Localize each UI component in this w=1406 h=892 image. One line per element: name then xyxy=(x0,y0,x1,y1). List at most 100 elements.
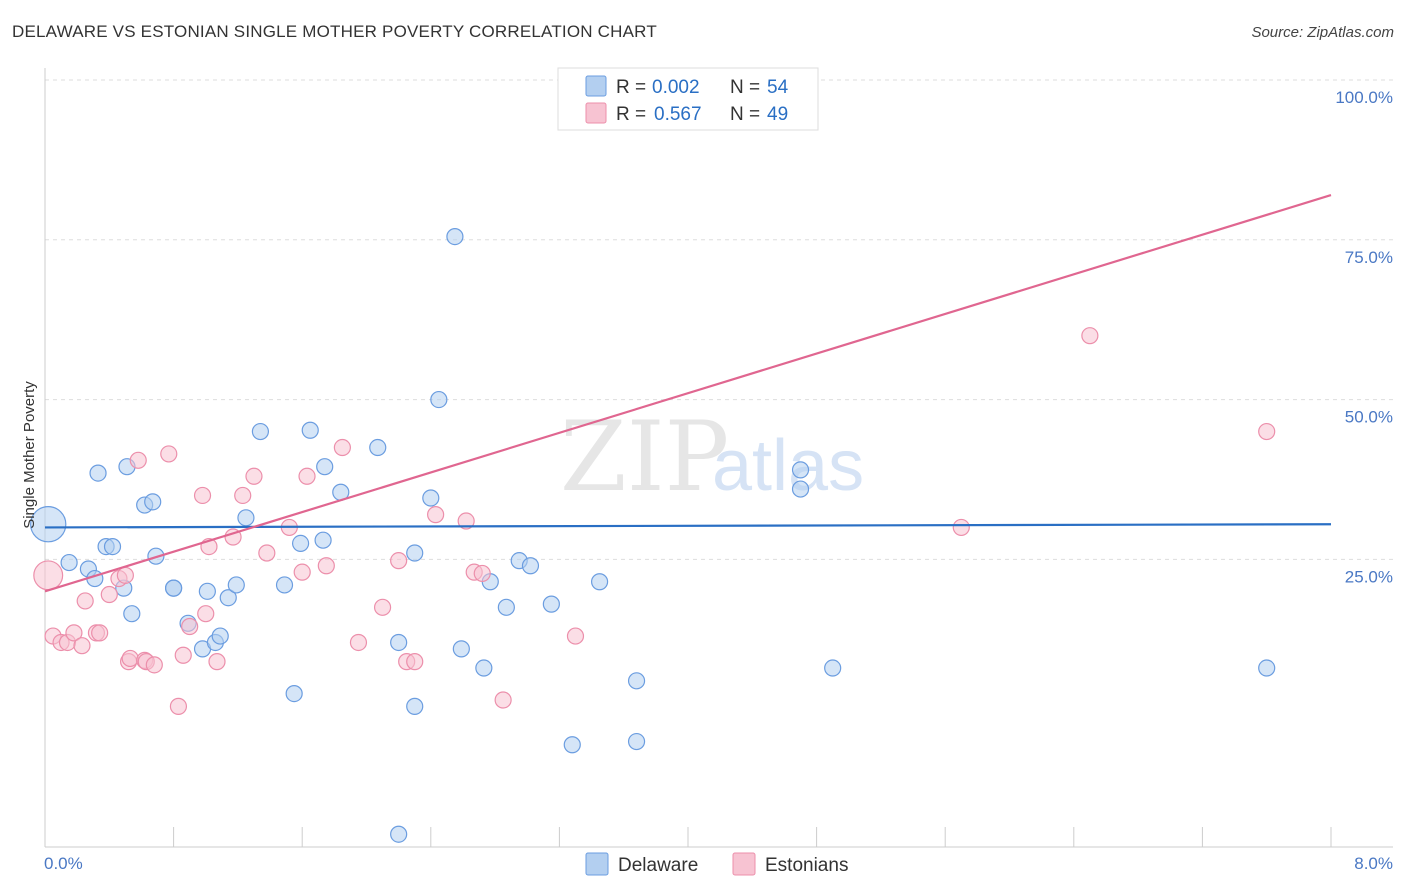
delaware-point-34 xyxy=(406,697,424,715)
delaware-point-19 xyxy=(211,627,229,645)
delaware-point-52 xyxy=(824,659,842,677)
delaware-point-27 xyxy=(301,421,319,439)
x-tick-labels: 0.0% 8.0% xyxy=(44,854,1393,873)
estonians-point-45 xyxy=(566,627,585,645)
chart-title: DELAWARE VS ESTONIAN SINGLE MOTHER POVER… xyxy=(12,22,657,41)
y-tick-label-75: 75.0% xyxy=(1345,248,1393,267)
delaware-point-25 xyxy=(285,684,303,703)
estonians-point-48 xyxy=(1258,422,1276,441)
y-tick-label-50: 50.0% xyxy=(1345,408,1393,427)
delaware-point-42 xyxy=(497,598,515,616)
delaware-point-23 xyxy=(251,422,270,441)
delaware-points xyxy=(30,227,1276,843)
estonians-point-9 xyxy=(100,585,118,604)
estonians-point-41 xyxy=(457,512,475,530)
estonians-point-43 xyxy=(473,564,491,583)
estonians-point-47 xyxy=(1081,327,1099,345)
estonians-point-25 xyxy=(208,653,226,671)
legend-n-value-estonians: 49 xyxy=(767,104,788,125)
source-label: Source: ZipAtlas.com xyxy=(1251,24,1394,41)
delaware-point-47 xyxy=(590,573,609,591)
delaware-point-21 xyxy=(227,576,245,594)
estonians-point-5 xyxy=(73,637,91,655)
estonians-point-44 xyxy=(494,691,512,709)
estonians-point-35 xyxy=(349,633,368,652)
legend-swatch-estonians xyxy=(585,102,607,124)
estonians-point-22 xyxy=(193,486,212,505)
estonians-points xyxy=(33,327,1276,715)
watermark-atlas: atlas xyxy=(712,426,864,506)
estonians-point-17 xyxy=(145,656,163,674)
estonians-point-21 xyxy=(181,617,199,636)
estonians-point-31 xyxy=(293,563,311,581)
x-tick-label-min: 0.0% xyxy=(44,854,83,873)
delaware-point-40 xyxy=(475,659,493,677)
estonians-point-40 xyxy=(427,506,445,524)
estonians-point-28 xyxy=(245,467,263,485)
estonians-point-8 xyxy=(91,624,109,642)
estonians-point-0 xyxy=(33,560,64,591)
watermark-zip: ZIP xyxy=(560,401,729,513)
delaware-point-30 xyxy=(314,531,332,549)
estonians-point-13 xyxy=(121,649,139,668)
delaware-point-49 xyxy=(627,732,646,751)
bottom-legend-swatch-delaware xyxy=(585,852,609,876)
estonians-point-11 xyxy=(116,566,134,584)
x-tick-label-max: 8.0% xyxy=(1354,854,1393,873)
legend-r-label-estonians: R = xyxy=(616,104,646,125)
delaware-point-44 xyxy=(521,557,540,575)
delaware-point-36 xyxy=(422,489,440,507)
delaware-point-35 xyxy=(406,544,424,562)
y-tick-labels: 25.0% 50.0% 75.0% 100.0% xyxy=(1335,88,1393,586)
axes xyxy=(44,68,1393,848)
legend-r-value-estonians: 0.567 xyxy=(654,104,702,125)
delaware-point-38 xyxy=(446,227,464,246)
delaware-point-46 xyxy=(563,736,581,754)
estonians-point-32 xyxy=(298,467,316,485)
delaware-point-48 xyxy=(627,672,646,690)
delaware-point-51 xyxy=(791,461,810,479)
delaware-point-9 xyxy=(123,605,141,623)
delaware-point-24 xyxy=(275,576,294,594)
estonians-point-37 xyxy=(390,552,408,570)
estonians-point-19 xyxy=(169,697,188,715)
estonians-point-23 xyxy=(197,605,215,623)
top-legend: R = 0.002 N = 54 R = 0.567 N = 49 xyxy=(557,67,819,131)
delaware-point-22 xyxy=(237,509,255,527)
legend-r-label-delaware: R = xyxy=(616,77,646,98)
legend-n-value-delaware: 54 xyxy=(767,77,789,98)
legend-swatch-delaware xyxy=(585,75,607,97)
delaware-trend-line xyxy=(44,523,1332,529)
delaware-point-39 xyxy=(452,640,470,658)
bottom-legend-label-delaware: Delaware xyxy=(618,855,698,876)
y-tick-label-25: 25.0% xyxy=(1345,567,1393,586)
delaware-point-4 xyxy=(89,464,107,482)
delaware-point-33 xyxy=(390,825,408,843)
delaware-point-31 xyxy=(369,438,387,457)
delaware-point-50 xyxy=(791,480,810,498)
bottom-legend-label-estonians: Estonians xyxy=(765,855,848,876)
y-tick-label-100: 100.0% xyxy=(1335,88,1393,107)
estonians-point-34 xyxy=(333,438,351,457)
estonians-point-4 xyxy=(65,624,83,642)
delaware-point-1 xyxy=(60,553,78,572)
estonians-point-27 xyxy=(234,486,252,505)
legend-r-value-delaware: 0.002 xyxy=(652,77,700,98)
delaware-point-6 xyxy=(103,537,122,556)
estonians-point-33 xyxy=(317,557,335,575)
estonians-point-20 xyxy=(174,646,192,664)
estonians-trend-line xyxy=(44,193,1332,593)
delaware-point-45 xyxy=(542,595,560,613)
y-axis-title: Single Mother Poverty xyxy=(21,381,38,529)
bottom-legend-swatch-estonians xyxy=(732,852,756,876)
estonians-point-36 xyxy=(373,598,392,616)
legend-n-label-delaware: N = xyxy=(730,77,760,98)
bottom-legend: Delaware Estonians xyxy=(585,852,848,876)
delaware-point-0 xyxy=(30,506,67,543)
estonians-point-29 xyxy=(258,544,276,562)
estonians-point-18 xyxy=(160,445,178,463)
estonians-point-39 xyxy=(406,653,424,671)
estonians-point-6 xyxy=(76,592,94,610)
delaware-point-14 xyxy=(165,579,183,597)
